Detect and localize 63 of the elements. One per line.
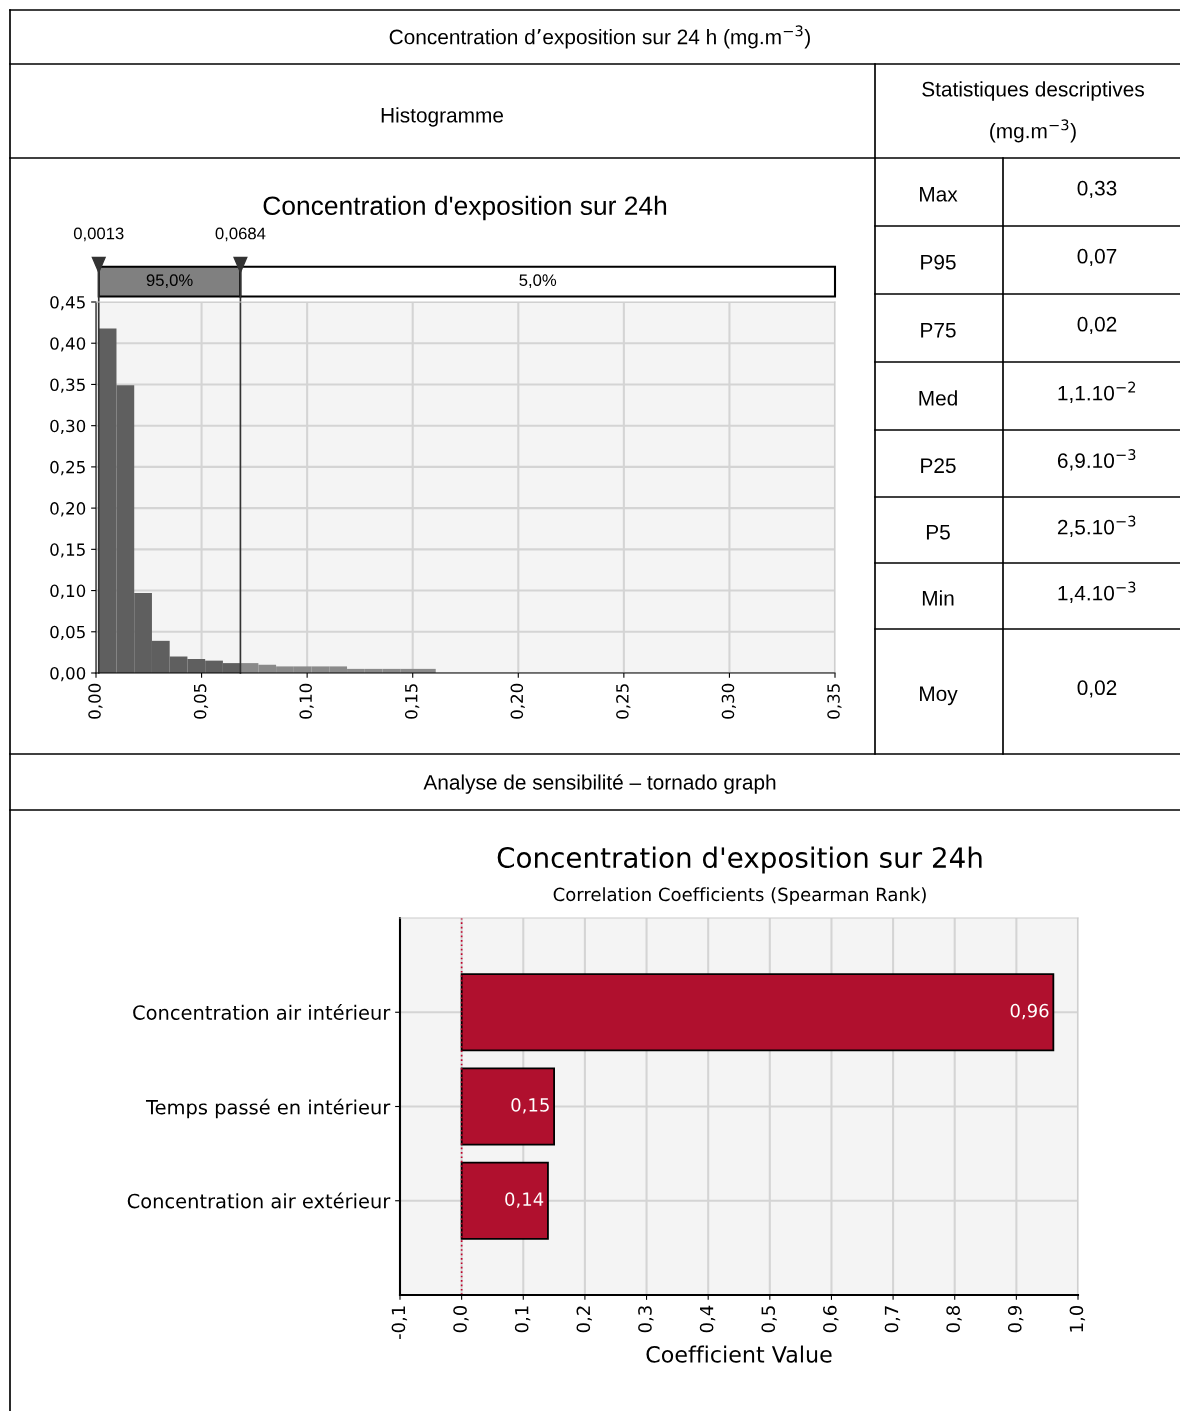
y-tick-label: 0,00 bbox=[50, 666, 86, 682]
category-label: Moy bbox=[920, 686, 958, 706]
x-tick-label: 0,5 bbox=[761, 1306, 777, 1333]
category-label: P25 bbox=[921, 458, 956, 474]
ref-line-label: 0,0684 bbox=[215, 227, 266, 242]
text: 0,02 bbox=[1077, 316, 1117, 335]
chart-title: Concentration d'exposition sur 24h bbox=[263, 195, 667, 221]
y-tick-label: 0,20 bbox=[50, 502, 86, 517]
category-label: P5 bbox=[926, 525, 950, 540]
x-tick-label: 0,30 bbox=[721, 683, 736, 719]
text: Statistiques descriptives (mg.m$^{−3}$) bbox=[922, 81, 1144, 143]
y-tick-label: 0,15 bbox=[50, 543, 85, 558]
text: 1,4.10$^{−3}$ bbox=[1058, 581, 1136, 604]
y-tick-label: 0,40 bbox=[50, 337, 86, 352]
text: 0,02 bbox=[1077, 680, 1117, 698]
category-label: P95 bbox=[921, 254, 956, 270]
category-label: Med bbox=[919, 390, 957, 406]
x-tick-label: 1,0 bbox=[1069, 1305, 1086, 1332]
category-label: Min bbox=[922, 590, 954, 606]
text: 2,5.10$^{−3}$ bbox=[1057, 515, 1136, 538]
text: 95,0% bbox=[146, 274, 193, 289]
text: 0,07 bbox=[1077, 248, 1117, 267]
x-tick-label: 0,4 bbox=[699, 1305, 716, 1333]
text: 5,0% bbox=[519, 274, 557, 289]
x-tick-label: 0,2 bbox=[576, 1306, 592, 1333]
x-tick-label: 0,3 bbox=[638, 1306, 654, 1333]
text: Analyse de sensibilité – tornado graph bbox=[423, 774, 776, 794]
x-tick-label: 0,05 bbox=[193, 684, 209, 719]
x-tick-label: 0,8 bbox=[946, 1305, 962, 1333]
text: 0,33 bbox=[1077, 180, 1117, 199]
y-tick-label: 0,10 bbox=[50, 584, 86, 599]
x-tick-label: 0,35 bbox=[827, 684, 842, 719]
x-axis-title: Coefficient Value bbox=[646, 1345, 832, 1363]
text: 1,1.10$^{−2}$ bbox=[1058, 381, 1136, 404]
x-tick-label: 0,25 bbox=[616, 684, 631, 719]
text: Concentration d’exposition sur 24 h (mg.m$^{−3}$) bbox=[389, 25, 810, 49]
data-label: 0,96 bbox=[1010, 1003, 1049, 1020]
data-label: 0,15 bbox=[511, 1098, 549, 1114]
y-tick-label: 0,45 bbox=[50, 295, 85, 311]
x-tick-label: 0,0 bbox=[453, 1305, 469, 1333]
chart-subtitle: Correlation Coefficients (Spearman Rank) bbox=[553, 887, 926, 905]
y-tick-label: 0,05 bbox=[50, 625, 85, 641]
chart-title: Concentration d'exposition sur 24h bbox=[497, 846, 982, 874]
text: 6,9.10$^{−3}$ bbox=[1057, 449, 1136, 471]
ref-line-label: 0,0013 bbox=[73, 227, 124, 242]
y-tick-label: 0,25 bbox=[50, 460, 85, 476]
x-tick-label: 0,7 bbox=[884, 1306, 901, 1333]
data-label: 0,14 bbox=[505, 1192, 544, 1208]
x-tick-label: 0,20 bbox=[510, 683, 525, 719]
x-tick-label: 0,6 bbox=[823, 1305, 839, 1333]
y-tick-label: Concentration air intérieur bbox=[133, 1004, 391, 1020]
y-tick-label: Temps passé en intérieur bbox=[145, 1098, 391, 1119]
x-tick-label: 0,15 bbox=[404, 684, 420, 719]
y-tick-label: 0,30 bbox=[50, 419, 86, 434]
x-tick-label: -0,1 bbox=[391, 1306, 408, 1340]
x-tick-label: 0,10 bbox=[299, 683, 314, 719]
y-tick-label: 0,35 bbox=[50, 378, 85, 393]
text: Histogramme bbox=[381, 107, 504, 127]
category-label: P75 bbox=[921, 323, 956, 338]
category-label: Max bbox=[920, 187, 958, 202]
x-tick-label: 0,1 bbox=[514, 1306, 531, 1333]
x-tick-label: 0,9 bbox=[1007, 1305, 1024, 1333]
y-tick-label: Concentration air extérieur bbox=[127, 1192, 391, 1209]
